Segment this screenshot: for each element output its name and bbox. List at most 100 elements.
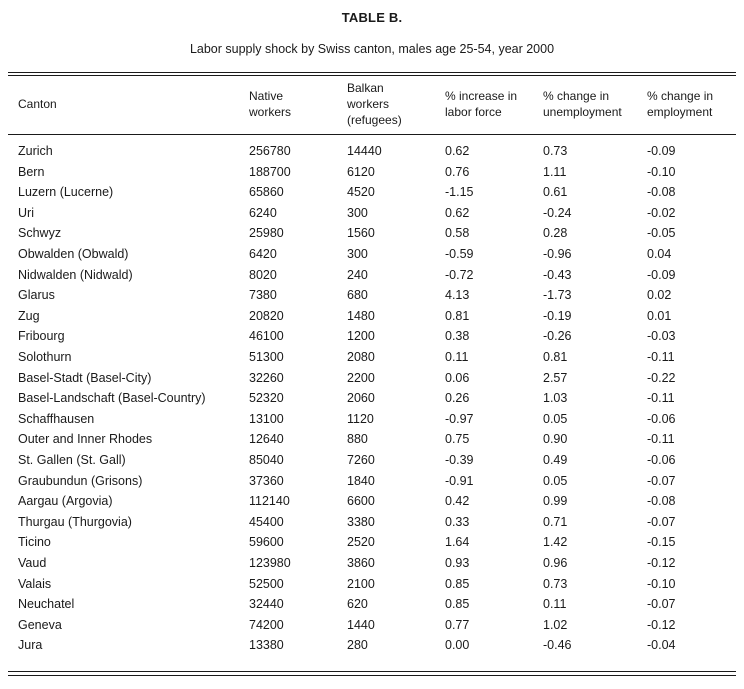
canton-cell: Schaffhausen xyxy=(18,411,95,426)
employment-change-cell: -0.10 xyxy=(647,576,676,591)
labor-force-increase-cell: 0.75 xyxy=(445,432,470,447)
balkan-workers-cell: 1560 xyxy=(347,226,375,241)
balkan-workers-cell: 2520 xyxy=(347,535,375,550)
top-rule xyxy=(8,72,736,73)
table-row: Neuchatel 32440 620 0.85 0.11 -0.07 xyxy=(0,594,744,614)
native-workers-cell: 37360 xyxy=(249,473,284,488)
canton-cell: Schwyz xyxy=(18,226,62,241)
balkan-workers-cell: 2200 xyxy=(347,370,375,385)
table-row: Schwyz 25980 1560 0.58 0.28 -0.05 xyxy=(0,223,744,243)
native-workers-cell: 45400 xyxy=(249,514,284,529)
header-line: % increase in xyxy=(445,89,518,103)
balkan-workers-cell: 2080 xyxy=(347,350,375,364)
table-row: Solothurn 51300 2080 0.11 0.81 -0.11 xyxy=(0,347,744,367)
header-change-unemployment: % change in unemployment xyxy=(543,88,622,120)
native-workers-cell: 12640 xyxy=(249,432,284,447)
canton-cell: Zug xyxy=(18,308,40,323)
native-workers-cell: 256780 xyxy=(249,144,291,158)
unemployment-change-cell: 2.57 xyxy=(543,370,568,385)
unemployment-change-cell: 0.81 xyxy=(543,350,568,364)
canton-cell: St. Gallen (St. Gall) xyxy=(18,453,126,467)
canton-cell: Outer and Inner Rhodes xyxy=(18,432,153,447)
employment-change-cell: -0.04 xyxy=(647,638,676,653)
labor-force-increase-cell: 0.62 xyxy=(445,205,470,220)
native-workers-cell: 51300 xyxy=(249,350,284,364)
table-row: Thurgau (Thurgovia) 45400 3380 0.33 0.71 -0.0… xyxy=(0,512,744,532)
balkan-workers-cell: 300 xyxy=(347,247,368,261)
table-row: Fribourg 46100 1200 0.38 -0.26 -0.03 xyxy=(0,326,744,346)
canton-cell: Geneva xyxy=(18,617,62,632)
employment-change-cell: -0.08 xyxy=(647,185,676,200)
balkan-workers-cell: 4520 xyxy=(347,185,375,200)
header-line: unemployment xyxy=(543,105,622,119)
employment-change-cell: -0.11 xyxy=(647,350,675,364)
header-line: employment xyxy=(647,105,713,119)
unemployment-change-cell: 0.28 xyxy=(543,226,568,241)
table-row: Basel-Stadt (Basel-City) 32260 2200 0.06 2.5… xyxy=(0,368,744,388)
labor-force-increase-cell: -1.15 xyxy=(445,185,474,200)
balkan-workers-cell: 6120 xyxy=(347,164,375,179)
canton-cell: Ticino xyxy=(18,535,51,550)
canton-cell: Luzern (Lucerne) xyxy=(18,185,114,200)
unemployment-change-cell: 1.42 xyxy=(543,535,568,550)
labor-force-increase-cell: 0.93 xyxy=(445,556,470,570)
employment-change-cell: -0.09 xyxy=(647,144,676,158)
unemployment-change-cell: -0.24 xyxy=(543,205,572,220)
canton-cell: Basel-Stadt (Basel-City) xyxy=(18,370,152,385)
header-line: % change in xyxy=(543,89,610,103)
native-workers-cell: 112140 xyxy=(249,494,290,509)
native-workers-cell: 6240 xyxy=(249,205,277,220)
canton-cell: Aargau (Argovia) xyxy=(18,494,113,509)
employment-change-cell: -0.11 xyxy=(647,432,675,447)
table-subtitle: Labor supply shock by Swiss canton, male… xyxy=(189,42,555,56)
table-row: Bern 188700 6120 0.76 1.11 -0.10 xyxy=(0,162,744,182)
header-line: % change in xyxy=(647,89,714,103)
labor-force-increase-cell: 0.33 xyxy=(445,514,470,529)
labor-force-increase-cell: 4.13 xyxy=(445,288,470,303)
header-line: Canton xyxy=(18,97,57,111)
unemployment-change-cell: 1.11 xyxy=(543,164,567,179)
unemployment-change-cell: 0.71 xyxy=(543,514,568,529)
labor-force-increase-cell: -0.72 xyxy=(445,267,474,282)
unemployment-change-cell: -0.43 xyxy=(543,267,572,282)
table-row: Luzern (Lucerne) 65860 4520 -1.15 0.61 -0.08 xyxy=(0,182,744,202)
table-row: Zug 20820 1480 0.81 -0.19 0.01 xyxy=(0,306,744,326)
labor-force-increase-cell: 0.58 xyxy=(445,226,470,241)
balkan-workers-cell: 1440 xyxy=(347,617,375,632)
balkan-workers-cell: 2060 xyxy=(347,391,375,406)
employment-change-cell: -0.06 xyxy=(647,453,676,467)
balkan-workers-cell: 2100 xyxy=(347,576,375,591)
employment-change-cell: -0.15 xyxy=(647,535,676,550)
employment-change-cell: -0.07 xyxy=(647,514,676,529)
canton-cell: Uri xyxy=(18,205,34,220)
labor-force-increase-cell: 0.00 xyxy=(445,638,470,653)
canton-cell: Neuchatel xyxy=(18,597,75,612)
canton-cell: Zurich xyxy=(18,144,53,158)
header-canton: Canton xyxy=(18,96,57,112)
table-row: Jura 13380 280 0.00 -0.46 -0.04 xyxy=(0,635,744,655)
unemployment-change-cell: -0.19 xyxy=(543,308,572,323)
header-native-workers: Native workers xyxy=(249,88,291,120)
native-workers-cell: 13380 xyxy=(249,638,284,653)
labor-force-increase-cell: 0.76 xyxy=(445,164,470,179)
canton-cell: Jura xyxy=(18,638,43,653)
table-row: Aargau (Argovia) 112140 6600 0.42 0.99 -0.08 xyxy=(0,491,744,511)
balkan-workers-cell: 880 xyxy=(347,432,368,447)
canton-cell: Thurgau (Thurgovia) xyxy=(18,514,132,529)
table-title: TABLE B. xyxy=(341,10,403,25)
balkan-workers-cell: 1840 xyxy=(347,473,375,488)
canton-cell: Solothurn xyxy=(18,350,72,364)
native-workers-cell: 74200 xyxy=(249,617,284,632)
canton-cell: Obwalden (Obwald) xyxy=(18,247,129,261)
table-row: Outer and Inner Rhodes 12640 880 0.75 0.90 -0… xyxy=(0,429,744,449)
header-balkan-workers: Balkan workers (refugees) xyxy=(347,80,402,128)
labor-force-increase-cell: -0.97 xyxy=(445,411,474,426)
employment-change-cell: -0.07 xyxy=(647,597,676,612)
balkan-workers-cell: 3860 xyxy=(347,556,375,570)
table-row: Graubundun (Grisons) 37360 1840 -0.91 0.05 -0… xyxy=(0,471,744,491)
employment-change-cell: 0.01 xyxy=(647,308,672,323)
native-workers-cell: 7380 xyxy=(249,288,277,303)
unemployment-change-cell: -0.96 xyxy=(543,247,572,261)
native-workers-cell: 85040 xyxy=(249,453,284,467)
employment-change-cell: -0.08 xyxy=(647,494,676,509)
